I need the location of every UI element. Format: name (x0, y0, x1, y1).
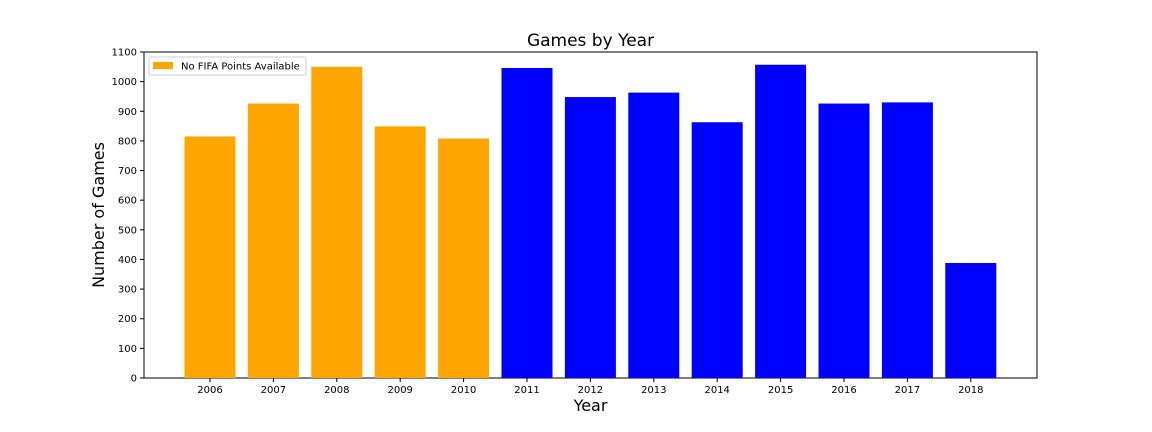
y-tick-label-0: 0 (131, 374, 137, 385)
bar-2015 (755, 64, 807, 378)
legend-label: No FIFA Points Available (181, 62, 300, 73)
bar-2011 (501, 68, 553, 379)
bar-2008 (311, 66, 363, 379)
y-tick-label-500: 500 (118, 225, 137, 236)
y-tick-label-1100: 1100 (112, 48, 137, 59)
bar-2014 (691, 122, 743, 378)
y-axis-label: Number of Games (89, 142, 108, 288)
x-tick-label-2016: 2016 (831, 385, 856, 396)
x-tick-label-2009: 2009 (387, 385, 412, 396)
x-tick-label-2013: 2013 (641, 385, 666, 396)
y-tick-label-900: 900 (118, 107, 137, 118)
y-tick-label-600: 600 (118, 196, 137, 207)
bar-2010 (438, 138, 490, 378)
bar-2018 (945, 263, 997, 378)
bar-2012 (564, 97, 616, 378)
x-tick-label-2018: 2018 (958, 385, 983, 396)
bar-2007 (247, 103, 299, 379)
bars-group (184, 64, 997, 379)
x-axis-label: Year (573, 396, 608, 415)
x-tick-label-2010: 2010 (451, 385, 476, 396)
y-tick-label-1000: 1000 (112, 77, 137, 88)
x-tick-label-2007: 2007 (261, 385, 286, 396)
y-axis: 0 100 200 300 400 500 600 700 800 900 1000 1100 (112, 48, 144, 385)
x-tick-label-2006: 2006 (197, 385, 222, 396)
y-tick-label-100: 100 (118, 344, 137, 355)
legend-box (148, 56, 307, 76)
x-axis: 2006 2007 2008 2009 2010 2011 2012 2013 2014 2015… (197, 378, 984, 396)
chart-title: Games by Year (527, 31, 654, 51)
x-tick-label-2011: 2011 (514, 385, 539, 396)
x-tick-label-2012: 2012 (578, 385, 603, 396)
bar-2017 (881, 102, 933, 378)
y-tick-label-800: 800 (118, 136, 137, 147)
x-tick-label-2008: 2008 (324, 385, 349, 396)
legend-swatch (153, 62, 173, 69)
bar-2006 (184, 136, 236, 378)
x-tick-label-2017: 2017 (895, 385, 920, 396)
y-tick-label-300: 300 (118, 285, 137, 296)
y-tick-label-400: 400 (118, 255, 137, 266)
y-tick-label-200: 200 (118, 314, 137, 325)
legend: No FIFA Points Available (148, 56, 307, 76)
x-tick-label-2015: 2015 (768, 385, 793, 396)
x-tick-label-2014: 2014 (704, 385, 729, 396)
y-tick-label-700: 700 (118, 166, 137, 177)
bar-2016 (818, 103, 870, 379)
bar-2013 (628, 92, 680, 379)
bar-2009 (374, 126, 426, 379)
